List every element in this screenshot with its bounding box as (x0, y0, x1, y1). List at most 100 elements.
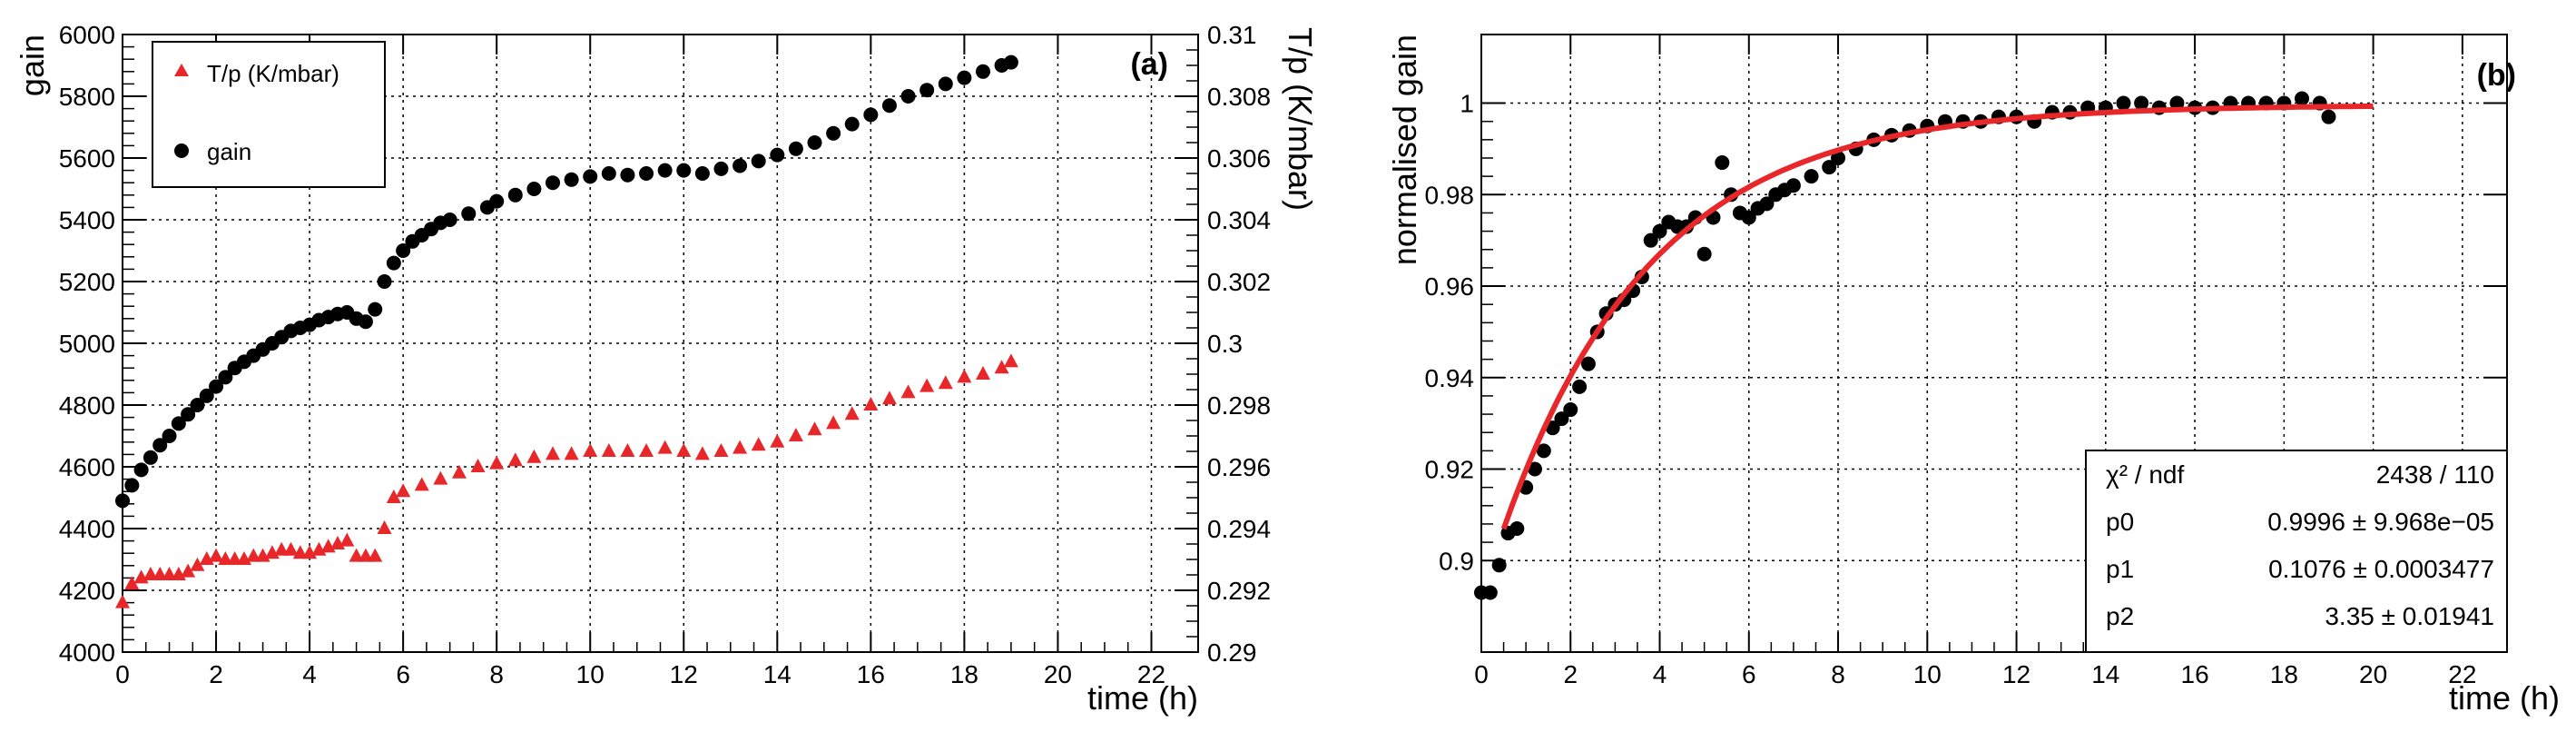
x-tick-label: 4 (302, 660, 317, 688)
tp-triangle-point (451, 464, 467, 479)
tp-triangle-point (190, 557, 205, 571)
normalised-gain-point (1572, 379, 1588, 394)
y2-tick-label: 0.3 (1207, 330, 1243, 358)
tp-triangle-point (957, 369, 972, 383)
stats-value-chi2: 2438 / 110 (2376, 460, 2494, 489)
normalised-gain-point (2169, 95, 2185, 111)
gain-data-point (826, 125, 841, 141)
gain-data-point (863, 107, 879, 123)
stats-label-p0: p0 (2106, 508, 2134, 536)
gain-data-point (601, 166, 616, 181)
y-tick-label: 0.98 (1425, 181, 1475, 209)
gain-data-point (713, 161, 729, 176)
tp-triangle-point (994, 360, 1009, 374)
gain-data-point (807, 135, 822, 150)
stats-value-p0: 0.9996 ± 9.968e−05 (2267, 508, 2494, 536)
stats-value-p2: 3.35 ± 0.01941 (2325, 602, 2494, 630)
gain-data-point (976, 64, 990, 79)
y-tick-label: 4800 (59, 391, 115, 420)
tp-triangle-point (676, 443, 692, 457)
x-tick-label: 2 (209, 660, 223, 688)
x-tick-label: 10 (1913, 660, 1942, 688)
tp-triangle-point (694, 446, 710, 460)
gain-data-point (676, 163, 692, 178)
normalised-gain-point (1545, 420, 1560, 436)
gain-data-point (190, 398, 205, 412)
gain-data-point (171, 416, 186, 431)
tp-triangle-point (349, 548, 364, 562)
gain-data-point (209, 379, 224, 394)
x-tick-label: 2 (1563, 660, 1578, 688)
tp-triangle-point (863, 397, 879, 411)
y-tick-label: 4400 (59, 515, 115, 543)
tp-triangle-point (546, 446, 560, 460)
y-tick-label: 0.96 (1425, 272, 1475, 301)
gain-data-point (938, 76, 953, 92)
normalised-gain-point (1759, 196, 1775, 212)
tp-triangle-point (358, 548, 373, 562)
gain-data-point (919, 83, 935, 98)
fit-curve (1500, 104, 2374, 530)
tp-triangle-point (124, 576, 140, 590)
tp-triangle-point (162, 567, 177, 580)
normalised-gain-point (2295, 91, 2309, 106)
normalised-gain-point (1536, 443, 1551, 459)
gain-data-point (162, 429, 177, 443)
gain-data-point (124, 478, 140, 493)
gain-data-point (133, 462, 149, 478)
tp-triangle-point (826, 415, 841, 430)
tp-triangle-point (274, 541, 290, 556)
x-axis-title-b: time (h) (2449, 679, 2560, 717)
gain-data-point (788, 141, 803, 156)
gain-data-point (881, 98, 897, 114)
normalised-gain-point (2134, 95, 2149, 111)
x-tick-label: 22 (1137, 660, 1165, 688)
y2-tick-label: 0.306 (1207, 144, 1271, 173)
y-tick-label: 4000 (59, 638, 115, 667)
tp-triangle-point (976, 366, 990, 380)
normalised-gain-point (1741, 210, 1756, 225)
y2-tick-label: 0.31 (1207, 21, 1257, 49)
gain-data-point (386, 255, 401, 271)
tp-triangle-point (601, 443, 616, 457)
y-tick-label: 4200 (59, 577, 115, 605)
legend-a: T/p (K/mbar) gain (152, 41, 386, 188)
x-tick-label: 6 (1742, 660, 1756, 688)
y-tick-label: 5200 (59, 268, 115, 296)
tp-triangle-point (1003, 353, 1018, 368)
tp-triangle-point (900, 384, 916, 399)
normalised-gain-point (1822, 160, 1837, 175)
normalised-gain-point (1509, 521, 1525, 536)
gain-data-point (152, 438, 168, 453)
y-tick-label: 0.92 (1425, 456, 1475, 484)
x-tick-label: 22 (2448, 660, 2476, 688)
chart-panel-b: 0 2 4 6 8 10 12 14 16 18 20 22 0.9 0.92 0.94 0.96 0.98 1… (1386, 34, 2560, 717)
tp-triangle-point (414, 477, 429, 491)
legend-marker-circle (174, 143, 189, 158)
tp-triangle-point (115, 594, 130, 608)
gain-data-point (115, 493, 130, 509)
x-tick-label: 18 (950, 660, 978, 688)
tp-triangle-point (564, 446, 579, 460)
y-ticks-a: 4000 4200 4400 4600 4800 5000 5200 5400 5600 5800… (59, 21, 146, 667)
gain-data-point (199, 388, 214, 403)
gain-data-point (358, 314, 373, 330)
x-tick-label: 18 (2270, 660, 2298, 688)
tp-triangle-point (713, 443, 729, 457)
gain-data-point (396, 243, 411, 258)
tp-triangle-point (526, 449, 542, 463)
gain-data-point (732, 158, 748, 173)
y-tick-label: 5600 (59, 144, 115, 173)
y-tick-label: 1 (1460, 90, 1474, 118)
x-tick-label: 12 (2002, 660, 2030, 688)
normalised-gain-point (1715, 155, 1730, 171)
legend-marker-triangle (174, 64, 189, 76)
gain-data-point (461, 206, 477, 222)
y-axis-title-b: normalised gain (1386, 35, 1423, 265)
tp-triangle-point (507, 452, 523, 467)
gain-data-point (694, 166, 710, 181)
gain-data-point (639, 166, 654, 181)
normalised-gain-point (1804, 169, 1819, 184)
normalised-gain-point (1831, 151, 1846, 165)
x-tick-label: 6 (396, 660, 410, 688)
